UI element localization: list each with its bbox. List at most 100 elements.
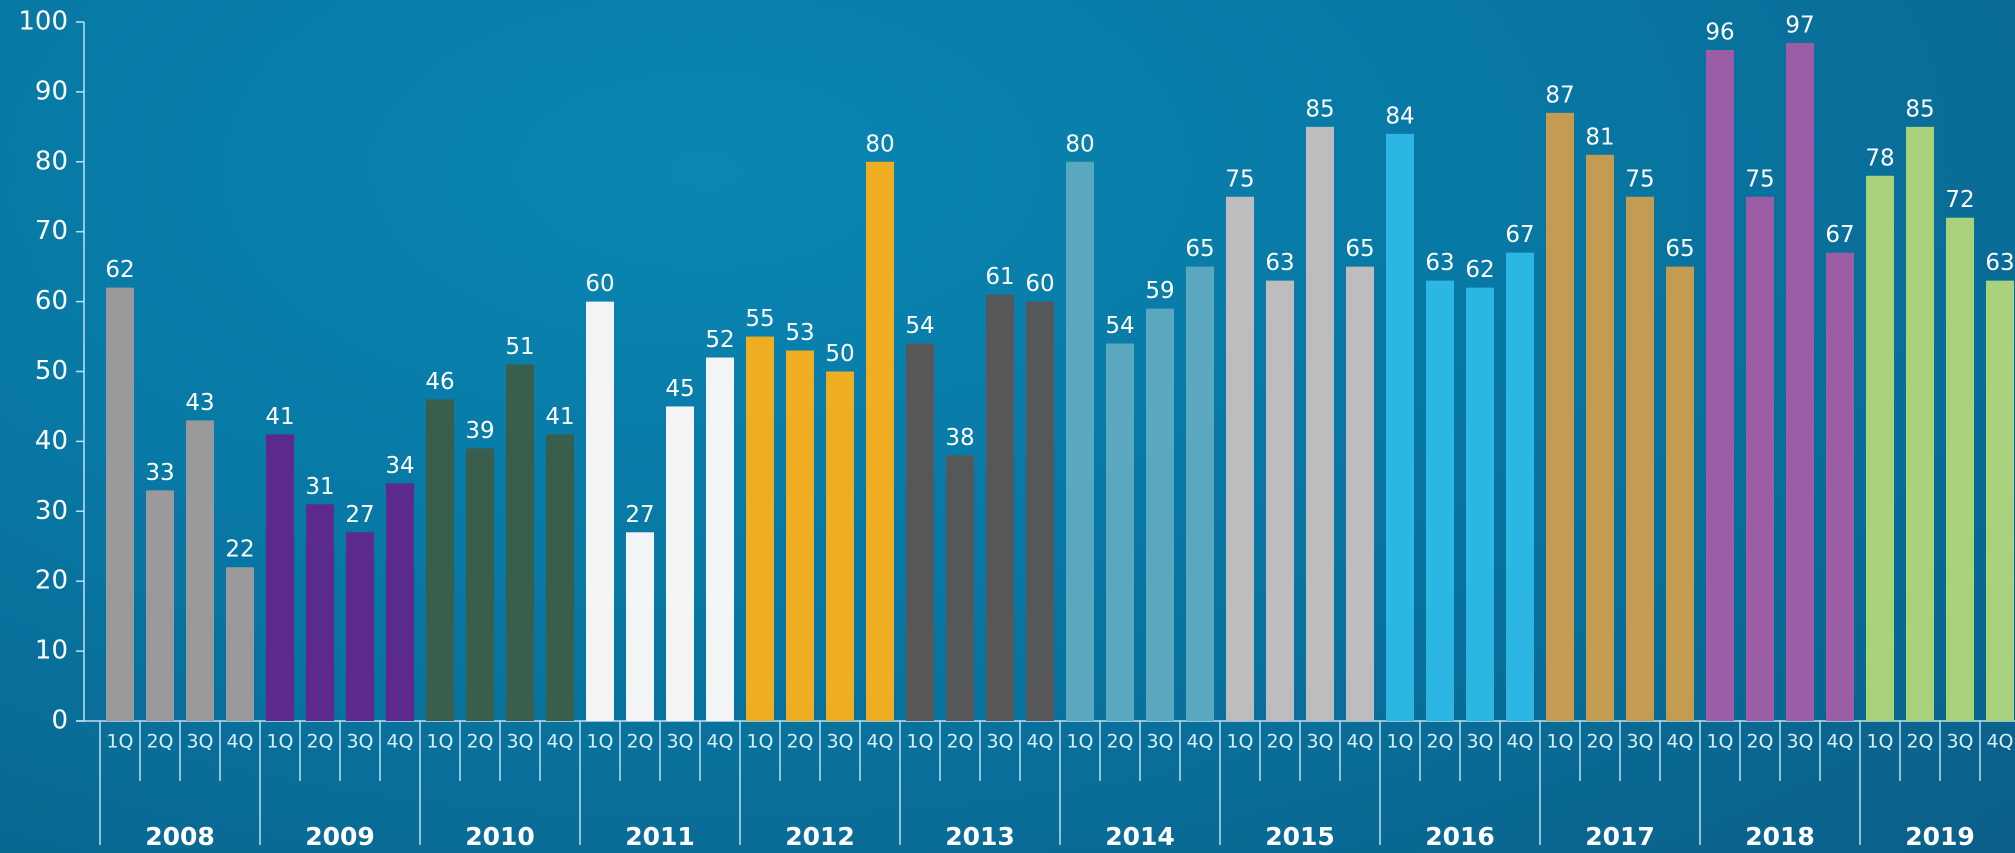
x-tick-label: 2Q: [1746, 731, 1773, 753]
bar: [1906, 126, 1934, 722]
x-tick-label: 4Q: [866, 731, 893, 753]
x-tick-label: 4Q: [1666, 731, 1693, 753]
value-label: 97: [1785, 12, 1814, 38]
value-label: 41: [265, 404, 294, 430]
y-tick-label: 60: [35, 286, 68, 316]
value-label: 80: [1065, 131, 1094, 157]
x-tick-label: 1Q: [1706, 731, 1733, 753]
x-tick-label: 4Q: [1026, 731, 1053, 753]
bar: [1066, 161, 1094, 722]
value-label: 63: [1265, 250, 1294, 276]
x-tick-label: 2Q: [626, 731, 653, 753]
x-tick-label: 2Q: [1426, 731, 1453, 753]
x-tick-label: 1Q: [426, 731, 453, 753]
bar: [1546, 112, 1574, 722]
x-tick-label: 3Q: [666, 731, 693, 753]
year-label: 2013: [945, 822, 1015, 851]
bar: [1186, 266, 1214, 721]
bar: [746, 336, 774, 721]
x-tick-label: 2Q: [786, 731, 813, 753]
year-label: 2015: [1265, 822, 1335, 851]
bar: [1946, 217, 1974, 721]
x-tick-label: 3Q: [1306, 731, 1333, 753]
bar: [306, 504, 334, 721]
x-tick-label: 4Q: [1346, 731, 1373, 753]
year-label: 2011: [625, 822, 695, 851]
bar: [1786, 42, 1814, 722]
bar: [826, 371, 854, 721]
bar: [666, 406, 694, 721]
bar: [386, 483, 414, 721]
value-label: 33: [145, 460, 174, 486]
y-tick-label: 70: [35, 216, 68, 246]
x-tick-label: 2Q: [946, 731, 973, 753]
x-tick-label: 3Q: [986, 731, 1013, 753]
x-tick-label: 3Q: [1466, 731, 1493, 753]
value-label: 67: [1825, 222, 1854, 248]
x-tick-label: 1Q: [586, 731, 613, 753]
value-label: 55: [745, 306, 774, 332]
x-tick-label: 2Q: [1266, 731, 1293, 753]
x-tick-label: 4Q: [1826, 731, 1853, 753]
y-tick-label: 0: [51, 706, 68, 736]
x-tick-label: 2Q: [146, 731, 173, 753]
x-tick-label: 1Q: [1546, 731, 1573, 753]
bar: [1026, 301, 1054, 721]
bar: [1626, 196, 1654, 721]
bar: [1106, 343, 1134, 721]
value-label: 75: [1625, 166, 1654, 192]
bar: [1466, 287, 1494, 721]
bar: [866, 161, 894, 722]
bar: [1826, 252, 1854, 722]
value-label: 65: [1345, 236, 1374, 262]
value-label: 46: [425, 369, 454, 395]
x-tick-label: 3Q: [1626, 731, 1653, 753]
x-tick-label: 3Q: [186, 731, 213, 753]
x-tick-label: 3Q: [506, 731, 533, 753]
year-label: 2010: [465, 822, 535, 851]
value-label: 51: [505, 334, 534, 360]
bar: [1706, 49, 1734, 721]
x-tick-label: 1Q: [266, 731, 293, 753]
y-tick-label: 80: [35, 146, 68, 176]
value-label: 45: [665, 376, 694, 402]
y-tick-label: 20: [35, 566, 68, 596]
value-label: 60: [585, 271, 614, 297]
bar: [106, 287, 134, 721]
x-tick-label: 2Q: [1106, 731, 1133, 753]
bar: [1266, 280, 1294, 721]
value-label: 62: [1465, 257, 1494, 283]
value-label: 67: [1505, 222, 1534, 248]
value-label: 65: [1185, 236, 1214, 262]
year-label: 2017: [1585, 822, 1655, 851]
year-label: 2018: [1745, 822, 1815, 851]
value-label: 80: [865, 131, 894, 157]
y-tick-label: 90: [35, 76, 68, 106]
x-tick-label: 3Q: [1146, 731, 1173, 753]
year-label: 2016: [1425, 822, 1495, 851]
value-label: 65: [1665, 236, 1694, 262]
bar: [1426, 280, 1454, 721]
bar: [786, 350, 814, 721]
x-tick-label: 2Q: [306, 731, 333, 753]
x-tick-label: 3Q: [346, 731, 373, 753]
bar: [1146, 308, 1174, 721]
bar: [626, 532, 654, 721]
x-tick-label: 3Q: [1786, 731, 1813, 753]
x-tick-label: 1Q: [1386, 731, 1413, 753]
bar: [1346, 266, 1374, 721]
y-tick-label: 30: [35, 496, 68, 526]
y-tick-label: 40: [35, 426, 68, 456]
x-tick-label: 1Q: [1226, 731, 1253, 753]
bar: [346, 532, 374, 721]
bar: [1586, 154, 1614, 721]
bar: [946, 455, 974, 721]
year-label: 2008: [145, 822, 215, 851]
bar: [466, 448, 494, 721]
value-label: 78: [1865, 145, 1894, 171]
x-tick-label: 4Q: [1506, 731, 1533, 753]
value-label: 61: [985, 264, 1014, 290]
value-label: 54: [905, 313, 934, 339]
value-label: 38: [945, 425, 974, 451]
